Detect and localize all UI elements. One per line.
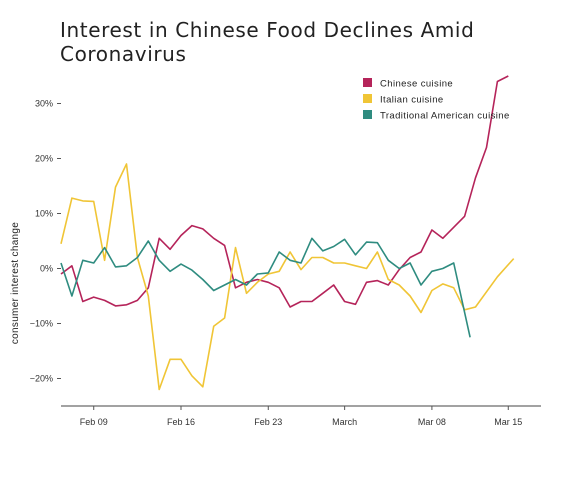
legend-label: Chinese cuisine (380, 79, 453, 90)
x-tick-label: Mar 08 (418, 417, 446, 427)
y-tick-label: −20% (30, 374, 53, 384)
legend: Chinese cuisine Italian cuisine Traditiona… (363, 78, 510, 122)
series-line-0 (60, 75, 509, 308)
legend-swatch (363, 94, 372, 103)
chart-title: Interest in Chinese Food Declines Amid C… (60, 18, 475, 66)
x-tick-label: Mar 15 (494, 417, 522, 427)
y-tick-label: 0% (40, 264, 53, 274)
y-axis-label: consumer interest change (10, 222, 21, 344)
series-line-1 (60, 163, 515, 391)
series-lines (60, 75, 515, 391)
legend-swatch (363, 110, 372, 119)
y-tick-label: −10% (30, 319, 53, 329)
y-tick-label: 10% (35, 209, 53, 219)
legend-label: Traditional American cuisine (380, 111, 510, 122)
x-tick-label: March (332, 417, 357, 427)
legend-label: Italian cuisine (380, 95, 444, 106)
series-line-2 (60, 237, 471, 338)
x-tick-label: Feb 09 (80, 417, 108, 427)
x-tick-label: Feb 16 (167, 417, 195, 427)
axes: −20% −10% 0% 10% 20% 30% Feb 09 Feb 16 Feb 23 Mar… (30, 99, 541, 427)
legend-swatch (363, 78, 372, 87)
y-tick-label: 20% (35, 154, 53, 164)
y-tick-label: 30% (35, 99, 53, 109)
x-tick-label: Feb 23 (254, 417, 282, 427)
